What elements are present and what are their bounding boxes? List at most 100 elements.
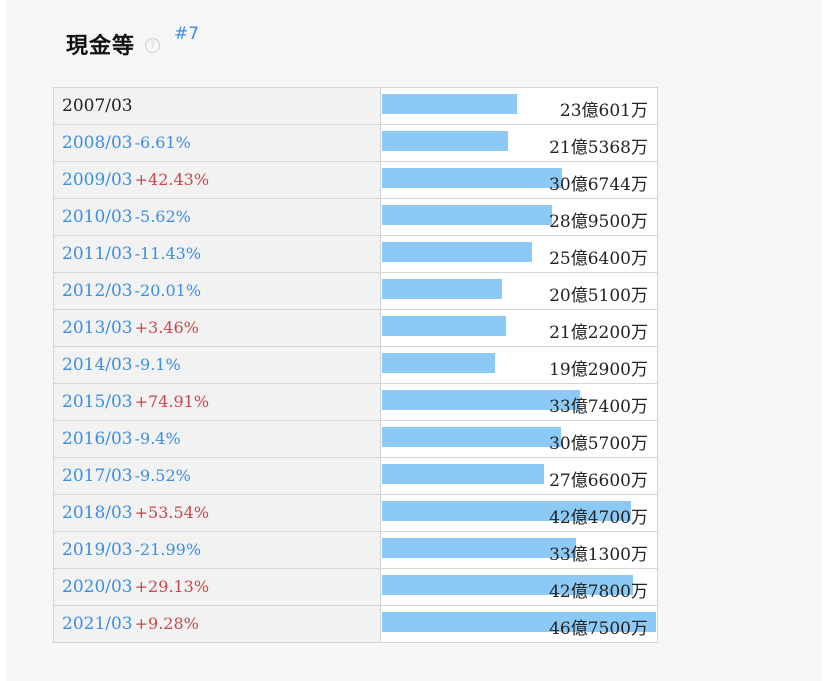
value-bar xyxy=(382,279,502,299)
value-label: 19億2900万 xyxy=(549,360,648,380)
bar-cell: 42億4700万 xyxy=(380,494,658,532)
bar-cell: 30億5700万 xyxy=(380,420,658,458)
table-row: 2010/03 -5.62% 28億9500万 xyxy=(53,198,658,236)
year-cell: 2010/03 -5.62% xyxy=(53,198,381,236)
value-label: 21億5368万 xyxy=(549,138,648,158)
change-label: +42.43% xyxy=(134,170,210,189)
table-row: 2013/03 +3.46% 21億2200万 xyxy=(53,309,658,347)
year-label: 2007/03 xyxy=(62,96,133,116)
value-bar xyxy=(382,353,495,373)
value-bar xyxy=(382,501,631,521)
bar-cell: 46億7500万 xyxy=(380,605,658,643)
year-label[interactable]: 2017/03 xyxy=(62,466,133,486)
bar-cell: 23億601万 xyxy=(380,87,658,125)
value-bar xyxy=(382,427,561,447)
year-cell: 2013/03 +3.46% xyxy=(53,309,381,347)
rank-badge[interactable]: #7 xyxy=(174,24,200,44)
year-label[interactable]: 2021/03 xyxy=(62,614,133,634)
change-label: +29.13% xyxy=(134,577,210,596)
table-row: 2014/03 -9.1% 19億2900万 xyxy=(53,346,658,384)
table-row: 2009/03 +42.43% 30億6744万 xyxy=(53,161,658,199)
change-label: +9.28% xyxy=(134,614,199,633)
value-label: 27億6600万 xyxy=(549,471,648,491)
change-label: -9.4% xyxy=(134,429,181,448)
value-bar xyxy=(382,390,580,410)
year-label[interactable]: 2008/03 xyxy=(62,133,133,153)
value-label: 42億4700万 xyxy=(549,508,648,528)
value-bar xyxy=(382,612,656,632)
year-label[interactable]: 2016/03 xyxy=(62,429,133,449)
value-label: 20億5100万 xyxy=(549,286,648,306)
year-cell: 2009/03 +42.43% xyxy=(53,161,381,199)
change-label: -11.43% xyxy=(134,244,202,263)
value-label: 21億2200万 xyxy=(549,323,648,343)
bar-cell: 42億7800万 xyxy=(380,568,658,606)
year-cell: 2015/03 +74.91% xyxy=(53,383,381,421)
table-row: 2017/03 -9.52% 27億6600万 xyxy=(53,457,658,495)
bar-cell: 28億9500万 xyxy=(380,198,658,236)
year-label[interactable]: 2020/03 xyxy=(62,577,133,597)
change-label: -9.52% xyxy=(134,466,191,485)
change-label: +74.91% xyxy=(134,392,210,411)
year-label[interactable]: 2011/03 xyxy=(62,244,133,264)
year-cell: 2021/03 +9.28% xyxy=(53,605,381,643)
financial-panel: 現金等 ? #7 2007/03 23億601万 2008/03 -6.61% 21億5… xyxy=(6,0,822,681)
year-cell: 2019/03 -21.99% xyxy=(53,531,381,569)
table-row: 2012/03 -20.01% 20億5100万 xyxy=(53,272,658,310)
value-label: 46億7500万 xyxy=(549,619,648,639)
value-bar xyxy=(382,168,562,188)
year-label[interactable]: 2009/03 xyxy=(62,170,133,190)
year-cell: 2007/03 xyxy=(53,87,381,125)
value-bar xyxy=(382,131,508,151)
value-label: 25億6400万 xyxy=(549,249,648,269)
year-cell: 2014/03 -9.1% xyxy=(53,346,381,384)
year-cell: 2018/03 +53.54% xyxy=(53,494,381,532)
year-label[interactable]: 2012/03 xyxy=(62,281,133,301)
year-cell: 2016/03 -9.4% xyxy=(53,420,381,458)
table-row: 2019/03 -21.99% 33億1300万 xyxy=(53,531,658,569)
help-icon[interactable]: ? xyxy=(145,38,161,53)
bar-cell: 33億1300万 xyxy=(380,531,658,569)
year-label[interactable]: 2018/03 xyxy=(62,503,133,523)
value-label: 23億601万 xyxy=(559,101,648,121)
year-label[interactable]: 2014/03 xyxy=(62,355,133,375)
year-label[interactable]: 2013/03 xyxy=(62,318,133,338)
bar-cell: 21億5368万 xyxy=(380,124,658,162)
bar-cell: 30億6744万 xyxy=(380,161,658,199)
change-label: -9.1% xyxy=(134,355,181,374)
table-row: 2007/03 23億601万 xyxy=(53,87,658,125)
year-cell: 2017/03 -9.52% xyxy=(53,457,381,495)
value-bar xyxy=(382,242,532,262)
year-label[interactable]: 2019/03 xyxy=(62,540,133,560)
value-bar xyxy=(382,316,506,336)
table-row: 2011/03 -11.43% 25億6400万 xyxy=(53,235,658,273)
year-cell: 2012/03 -20.01% xyxy=(53,272,381,310)
year-cell: 2020/03 +29.13% xyxy=(53,568,381,606)
value-bar xyxy=(382,464,544,484)
year-label[interactable]: 2010/03 xyxy=(62,207,133,227)
change-label: -21.99% xyxy=(134,540,202,559)
bar-cell: 33億7400万 xyxy=(380,383,658,421)
value-label: 42億7800万 xyxy=(549,582,648,602)
year-cell: 2008/03 -6.61% xyxy=(53,124,381,162)
value-label: 33億7400万 xyxy=(549,397,648,417)
table-row: 2016/03 -9.4% 30億5700万 xyxy=(53,420,658,458)
table-row: 2020/03 +29.13% 42億7800万 xyxy=(53,568,658,606)
year-label[interactable]: 2015/03 xyxy=(62,392,133,412)
table-row: 2015/03 +74.91% 33億7400万 xyxy=(53,383,658,421)
bar-cell: 19億2900万 xyxy=(380,346,658,384)
bar-cell: 20億5100万 xyxy=(380,272,658,310)
value-bar xyxy=(382,538,576,558)
value-label: 30億5700万 xyxy=(549,434,648,454)
bar-cell: 27億6600万 xyxy=(380,457,658,495)
value-bar xyxy=(382,575,633,595)
value-label: 30億6744万 xyxy=(549,175,648,195)
value-bar xyxy=(382,205,552,225)
section-heading: 現金等 ? #7 xyxy=(66,24,199,60)
table-row: 2021/03 +9.28% 46億7500万 xyxy=(53,605,658,643)
value-label: 28億9500万 xyxy=(549,212,648,232)
change-label: -20.01% xyxy=(134,281,202,300)
table-row: 2008/03 -6.61% 21億5368万 xyxy=(53,124,658,162)
cash-table: 2007/03 23億601万 2008/03 -6.61% 21億5368万 2009/… xyxy=(53,87,658,643)
value-label: 33億1300万 xyxy=(549,545,648,565)
